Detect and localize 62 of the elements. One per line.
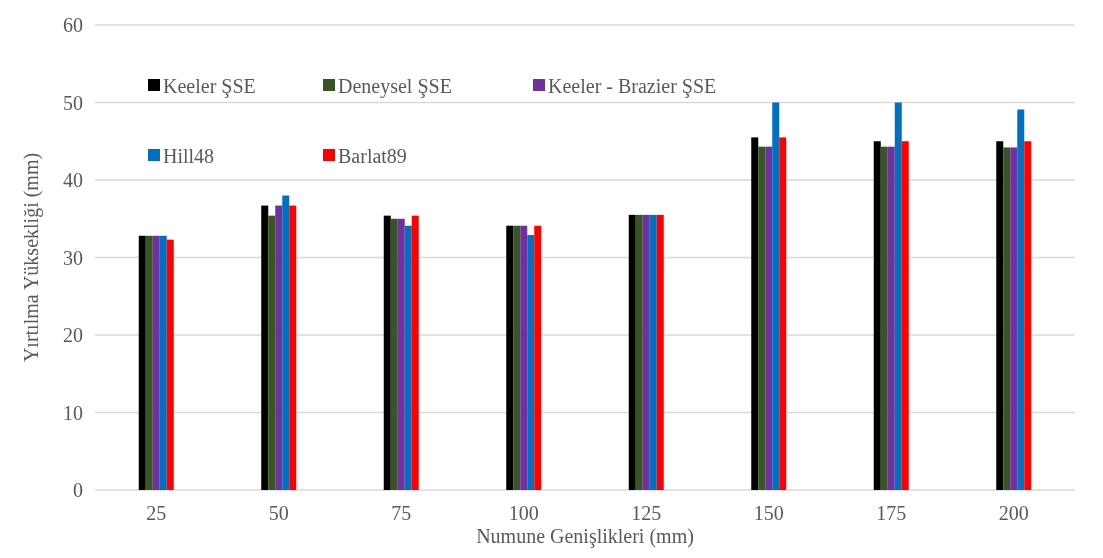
y-tick-label: 40 — [63, 169, 83, 191]
bar — [390, 218, 398, 490]
bar — [1017, 109, 1025, 490]
bar — [383, 215, 391, 490]
bar — [404, 225, 412, 490]
bar — [628, 214, 636, 490]
bar — [779, 137, 787, 490]
bar — [642, 214, 650, 490]
bar — [527, 235, 535, 490]
bar — [397, 218, 405, 490]
x-tick-label: 100 — [508, 502, 539, 524]
bar — [635, 214, 643, 490]
bar — [901, 141, 909, 490]
x-tick-label: 50 — [268, 502, 289, 524]
bar — [534, 225, 542, 490]
bar — [656, 214, 664, 490]
bar — [751, 137, 759, 490]
legend-label: Deneysel ŞSE — [338, 75, 452, 98]
x-tick-label: 150 — [753, 502, 784, 524]
y-tick-label: 20 — [63, 324, 83, 346]
y-tick-label: 0 — [73, 479, 83, 501]
y-tick-label: 30 — [63, 246, 83, 269]
bar — [506, 225, 514, 490]
bar — [649, 214, 657, 490]
bar — [289, 205, 297, 490]
bar — [275, 205, 283, 490]
bar — [758, 146, 766, 490]
x-tick-label: 175 — [876, 502, 907, 524]
bar — [1010, 147, 1018, 490]
y-tick-label: 50 — [63, 91, 83, 114]
bar — [145, 235, 153, 490]
bar — [873, 141, 881, 490]
x-tick-label: 75 — [391, 502, 412, 524]
bar — [880, 146, 888, 490]
legend-label: Keeler ŞSE — [163, 75, 256, 98]
bar — [894, 102, 902, 490]
bar — [996, 141, 1004, 490]
y-axis-title: Yırtılma Yüksekliği (mm) — [20, 152, 43, 363]
bar — [1003, 147, 1011, 490]
bar — [513, 225, 521, 490]
bar — [152, 235, 160, 490]
bar — [520, 225, 528, 490]
x-tick-label: 25 — [146, 502, 167, 524]
bar — [138, 235, 146, 490]
x-tick-label: 125 — [631, 502, 662, 524]
y-tick-label: 10 — [63, 401, 83, 424]
legend-label: Hill48 — [163, 145, 215, 167]
bar — [887, 146, 895, 490]
legend-label: Barlat89 — [338, 145, 407, 167]
bar — [411, 215, 419, 490]
bar — [268, 215, 276, 490]
bar — [166, 239, 174, 490]
bar — [1024, 141, 1032, 490]
bar — [159, 235, 167, 490]
bar — [282, 195, 290, 490]
bar — [772, 102, 780, 490]
y-tick-label: 60 — [63, 14, 83, 36]
bar — [765, 146, 773, 490]
x-axis-title: Numune Genişlikleri (mm) — [476, 525, 694, 548]
x-tick-label: 200 — [998, 502, 1029, 524]
bar — [261, 205, 269, 490]
legend-label: Keeler - Brazier ŞSE — [548, 75, 717, 98]
